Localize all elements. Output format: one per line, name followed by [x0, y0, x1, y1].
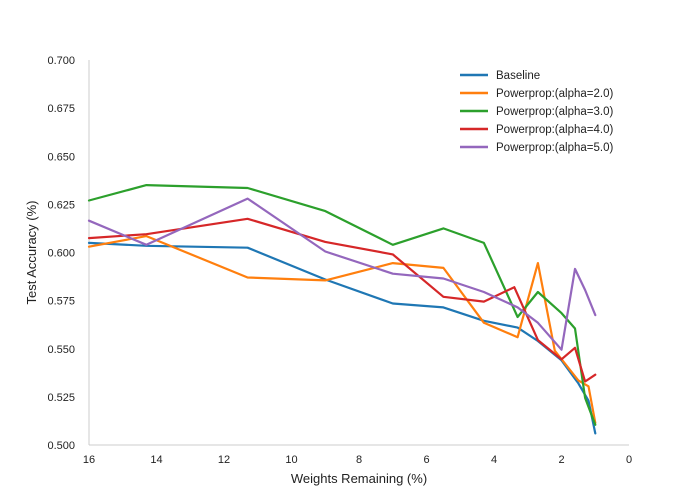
y-axis-label: Test Accuracy (%): [24, 200, 39, 304]
x-tick-labels: 16 14 12 10 8 6 4 2 0: [83, 454, 632, 466]
x-tick-label: 10: [285, 454, 297, 466]
x-tick-label: 0: [626, 454, 632, 466]
legend-label: Powerprop:(alpha=2.0): [496, 88, 613, 100]
y-tick-label: 0.625: [47, 199, 75, 211]
legend: Baseline Powerprop:(alpha=2.0) Powerprop:(…: [460, 70, 613, 154]
x-tick-label: 14: [150, 454, 162, 466]
y-tick-label: 0.700: [47, 55, 75, 67]
y-tick-label: 0.575: [47, 296, 75, 308]
x-tick-label: 6: [423, 454, 429, 466]
x-tick-label: 16: [83, 454, 95, 466]
x-axis-label: Weights Remaining (%): [291, 471, 427, 486]
x-tick-label: 12: [218, 454, 230, 466]
series-line-1: [87, 235, 597, 424]
x-tick-label: 2: [558, 454, 564, 466]
series-line-4: [87, 197, 597, 351]
y-tick-label: 0.525: [47, 392, 75, 404]
y-tick-label: 0.550: [47, 344, 75, 356]
x-tick-label: 4: [491, 454, 497, 466]
y-tick-labels: 0.500 0.525 0.550 0.575 0.600 0.625 0.650 0.675…: [47, 55, 75, 452]
series-line-2: [87, 184, 597, 426]
series-lines: [87, 184, 597, 435]
y-tick-label: 0.650: [47, 151, 75, 163]
legend-label: Baseline: [496, 70, 540, 82]
series-line-0: [87, 241, 597, 435]
y-tick-label: 0.500: [47, 440, 75, 452]
x-tick-label: 8: [356, 454, 362, 466]
y-tick-label: 0.675: [47, 103, 75, 115]
legend-label: Powerprop:(alpha=5.0): [496, 142, 613, 154]
legend-label: Powerprop:(alpha=3.0): [496, 106, 613, 118]
y-tick-label: 0.600: [47, 248, 75, 260]
series-line-3: [87, 217, 597, 383]
axes: [88, 60, 629, 446]
legend-label: Powerprop:(alpha=4.0): [496, 124, 613, 136]
